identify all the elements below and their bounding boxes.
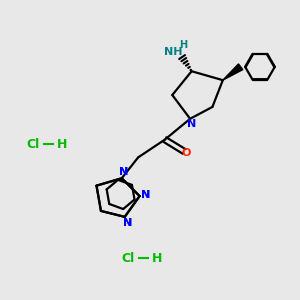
Text: N: N bbox=[118, 167, 128, 177]
Text: NH: NH bbox=[164, 47, 182, 57]
Polygon shape bbox=[223, 64, 243, 80]
Text: H: H bbox=[152, 252, 163, 265]
Text: N: N bbox=[118, 167, 128, 177]
Text: N: N bbox=[123, 218, 132, 228]
Text: H: H bbox=[57, 138, 68, 151]
Text: N: N bbox=[187, 119, 196, 129]
Text: N: N bbox=[123, 218, 132, 228]
Text: N: N bbox=[141, 190, 150, 200]
Text: Cl: Cl bbox=[121, 252, 134, 265]
Text: N: N bbox=[141, 190, 150, 200]
Text: Cl: Cl bbox=[26, 138, 39, 151]
Text: O: O bbox=[182, 148, 191, 158]
Text: H: H bbox=[179, 40, 188, 50]
